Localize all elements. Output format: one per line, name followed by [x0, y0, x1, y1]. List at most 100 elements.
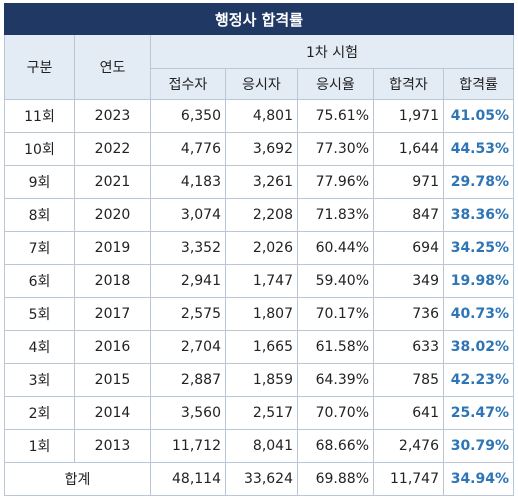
cell-round: 2회 — [4, 396, 75, 430]
header-passers: 합격자 — [373, 68, 444, 100]
cell-pass-rate: 38.36% — [442, 198, 515, 232]
header-category: 구분 — [4, 34, 75, 100]
cell-exam-rate: 77.30% — [297, 132, 374, 166]
cell-round: 1회 — [4, 429, 75, 463]
cell-pass-rate: 29.78% — [442, 165, 515, 199]
cell-pass-rate: 42.23% — [442, 363, 515, 397]
total-row: 합계 48,114 33,624 69.88% 11,747 34.94% — [4, 462, 515, 496]
cell-examinees: 1,859 — [225, 363, 298, 397]
cell-applicants: 2,941 — [150, 264, 226, 298]
cell-passers: 2,476 — [373, 429, 444, 463]
cell-examinees: 1,747 — [225, 264, 298, 298]
cell-passers: 641 — [373, 396, 444, 430]
cell-exam-rate: 70.17% — [297, 297, 374, 331]
cell-round: 4회 — [4, 330, 75, 364]
cell-pass-rate: 25.47% — [442, 396, 515, 430]
total-pass-rate: 34.94% — [442, 462, 515, 496]
total-applicants: 48,114 — [150, 462, 226, 496]
table-body: 11회 2023 6,350 4,801 75.61% 1,971 41.05%… — [4, 99, 515, 496]
cell-passers: 633 — [373, 330, 444, 364]
cell-year: 2020 — [74, 198, 151, 232]
table-row: 9회 2021 4,183 3,261 77.96% 971 29.78% — [4, 165, 515, 199]
cell-exam-rate: 61.58% — [297, 330, 374, 364]
cell-applicants: 4,183 — [150, 165, 226, 199]
cell-pass-rate: 41.05% — [442, 99, 515, 133]
table-row: 2회 2014 3,560 2,517 70.70% 641 25.47% — [4, 396, 515, 430]
cell-passers: 971 — [373, 165, 444, 199]
cell-applicants: 2,704 — [150, 330, 226, 364]
cell-passers: 1,971 — [373, 99, 444, 133]
cell-round: 7회 — [4, 231, 75, 265]
cell-pass-rate: 34.25% — [442, 231, 515, 265]
cell-pass-rate: 38.02% — [442, 330, 515, 364]
table-row: 8회 2020 3,074 2,208 71.83% 847 38.36% — [4, 198, 515, 232]
cell-round: 6회 — [4, 264, 75, 298]
cell-exam-rate: 68.66% — [297, 429, 374, 463]
cell-year: 2016 — [74, 330, 151, 364]
cell-applicants: 3,560 — [150, 396, 226, 430]
cell-examinees: 8,041 — [225, 429, 298, 463]
cell-exam-rate: 59.40% — [297, 264, 374, 298]
cell-examinees: 2,517 — [225, 396, 298, 430]
cell-round: 9회 — [4, 165, 75, 199]
cell-passers: 736 — [373, 297, 444, 331]
cell-exam-rate: 64.39% — [297, 363, 374, 397]
table-row: 4회 2016 2,704 1,665 61.58% 633 38.02% — [4, 330, 515, 364]
cell-passers: 349 — [373, 264, 444, 298]
pass-rate-table-container: 행정사 합격률 구분 연도 1차 시험 접수자 응시자 응시율 합격자 합격률 … — [3, 3, 515, 496]
cell-year: 2022 — [74, 132, 151, 166]
header-first-exam: 1차 시험 — [149, 34, 515, 69]
cell-examinees: 1,665 — [225, 330, 298, 364]
cell-exam-rate: 75.61% — [297, 99, 374, 133]
cell-passers: 694 — [373, 231, 444, 265]
table-row: 6회 2018 2,941 1,747 59.40% 349 19.98% — [4, 264, 515, 298]
cell-applicants: 3,074 — [150, 198, 226, 232]
header-pass-rate: 합격률 — [442, 68, 515, 100]
cell-applicants: 3,352 — [150, 231, 226, 265]
cell-examinees: 3,692 — [225, 132, 298, 166]
total-examinees: 33,624 — [225, 462, 298, 496]
cell-round: 5회 — [4, 297, 75, 331]
cell-year: 2017 — [74, 297, 151, 331]
cell-year: 2023 — [74, 99, 151, 133]
total-exam-rate: 69.88% — [297, 462, 374, 496]
header-exam-rate: 응시율 — [297, 68, 374, 100]
table-row: 10회 2022 4,776 3,692 77.30% 1,644 44.53% — [4, 132, 515, 166]
cell-year: 2015 — [74, 363, 151, 397]
header-year: 연도 — [74, 34, 151, 100]
table-row: 5회 2017 2,575 1,807 70.17% 736 40.73% — [4, 297, 515, 331]
total-label: 합계 — [4, 462, 151, 496]
cell-year: 2018 — [74, 264, 151, 298]
table-row: 7회 2019 3,352 2,026 60.44% 694 34.25% — [4, 231, 515, 265]
cell-round: 8회 — [4, 198, 75, 232]
cell-year: 2013 — [74, 429, 151, 463]
cell-passers: 847 — [373, 198, 444, 232]
cell-pass-rate: 30.79% — [442, 429, 515, 463]
cell-applicants: 2,887 — [150, 363, 226, 397]
cell-examinees: 2,026 — [225, 231, 298, 265]
table-row: 3회 2015 2,887 1,859 64.39% 785 42.23% — [4, 363, 515, 397]
cell-pass-rate: 19.98% — [442, 264, 515, 298]
pass-rate-table: 행정사 합격률 구분 연도 1차 시험 접수자 응시자 응시율 합격자 합격률 … — [3, 3, 515, 496]
cell-round: 11회 — [4, 99, 75, 133]
cell-examinees: 2,208 — [225, 198, 298, 232]
cell-passers: 1,644 — [373, 132, 444, 166]
cell-round: 10회 — [4, 132, 75, 166]
cell-pass-rate: 44.53% — [442, 132, 515, 166]
cell-examinees: 3,261 — [225, 165, 298, 199]
cell-year: 2014 — [74, 396, 151, 430]
total-passers: 11,747 — [373, 462, 444, 496]
cell-examinees: 4,801 — [225, 99, 298, 133]
cell-exam-rate: 60.44% — [297, 231, 374, 265]
table-row: 11회 2023 6,350 4,801 75.61% 1,971 41.05% — [4, 99, 515, 133]
table-title: 행정사 합격률 — [3, 3, 515, 35]
cell-year: 2021 — [74, 165, 151, 199]
header-applicants: 접수자 — [150, 68, 226, 100]
cell-exam-rate: 70.70% — [297, 396, 374, 430]
cell-passers: 785 — [373, 363, 444, 397]
cell-pass-rate: 40.73% — [442, 297, 515, 331]
cell-applicants: 6,350 — [150, 99, 226, 133]
cell-exam-rate: 77.96% — [297, 165, 374, 199]
cell-round: 3회 — [4, 363, 75, 397]
cell-exam-rate: 71.83% — [297, 198, 374, 232]
